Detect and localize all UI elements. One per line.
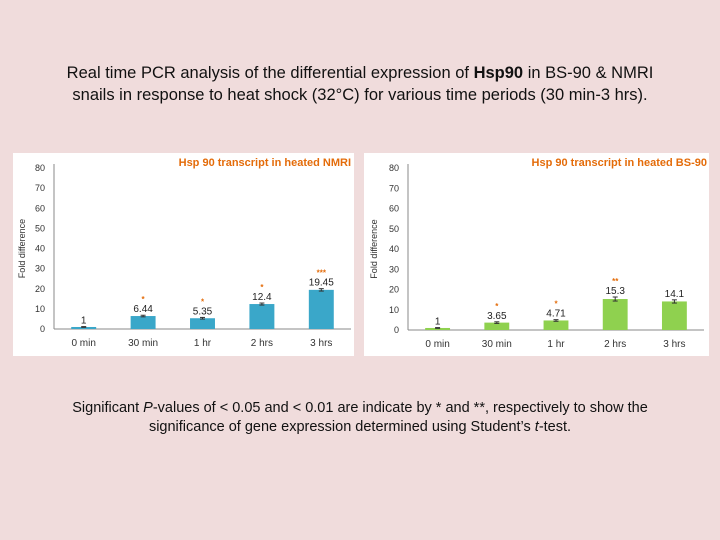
x-tick-label: 1 hr <box>194 338 212 349</box>
significance-marker: ** <box>612 277 619 286</box>
data-label: 12.4 <box>252 292 272 303</box>
significance-marker: *** <box>317 269 327 278</box>
y-tick-label: 10 <box>389 305 399 315</box>
data-label: 6.44 <box>133 304 153 315</box>
footnote-t-italic: t <box>534 419 539 435</box>
y-tick-label: 0 <box>40 324 45 334</box>
data-label: 1 <box>435 317 441 328</box>
data-label: 15.3 <box>605 286 625 297</box>
x-tick-label: 30 min <box>482 339 512 350</box>
y-tick-label: 0 <box>394 325 399 335</box>
y-axis-label: Fold difference <box>369 219 379 278</box>
y-tick-label: 20 <box>35 284 45 294</box>
significance-marker: * <box>260 283 264 292</box>
x-tick-label: 0 min <box>425 339 449 350</box>
y-tick-label: 40 <box>389 244 399 254</box>
bar <box>661 301 687 330</box>
y-tick-label: 30 <box>389 264 399 274</box>
significance-marker: * <box>554 300 558 309</box>
y-tick-label: 80 <box>389 163 399 173</box>
significance-marker: * <box>201 297 205 306</box>
chart-title: Hsp 90 transcript in heated NMRI <box>179 157 351 169</box>
y-tick-label: 60 <box>389 204 399 214</box>
x-tick-label: 3 hrs <box>663 339 685 350</box>
bar <box>484 322 510 330</box>
y-tick-label: 40 <box>35 244 45 254</box>
data-label: 4.71 <box>546 309 566 320</box>
footnote-line-1: Significant P-values of < 0.05 and < 0.0… <box>20 399 700 418</box>
significance-marker: * <box>142 295 146 304</box>
significance-footnote: Significant P-values of < 0.05 and < 0.0… <box>20 399 700 437</box>
footnote-part-3: significance of gene expression determin… <box>148 419 535 435</box>
slide-title: Real time PCR analysis of the differenti… <box>10 62 710 106</box>
y-axis-label: Fold difference <box>17 219 27 278</box>
y-tick-label: 80 <box>35 163 45 173</box>
title-line-2: snails in response to heat shock (32°C) … <box>72 86 648 104</box>
data-label: 1 <box>81 316 87 327</box>
bar <box>249 304 275 329</box>
bar <box>71 326 97 329</box>
footnote-part-4: -test. <box>538 419 572 435</box>
data-label: 19.45 <box>309 278 334 289</box>
footnote-part-2: -values of < 0.05 and < 0.01 are indicat… <box>152 400 648 416</box>
x-tick-label: 2 hrs <box>604 339 626 350</box>
chart-nmri: Hsp 90 transcript in heated NMRI Fold dif… <box>13 153 354 356</box>
title-gene-name: Hsp90 <box>473 64 524 82</box>
bar <box>308 289 334 329</box>
y-tick-label: 60 <box>35 203 45 213</box>
title-line-1-post: in BS-90 & NMRI <box>523 64 654 82</box>
x-tick-label: 3 hrs <box>310 338 332 349</box>
data-label: 14.1 <box>665 289 685 300</box>
y-tick-label: 20 <box>389 285 399 295</box>
x-tick-label: 1 hr <box>547 339 565 350</box>
title-line-1: Real time PCR analysis of the differenti… <box>10 62 710 84</box>
y-tick-label: 70 <box>35 183 45 193</box>
footnote-part-1: Significant <box>72 400 144 416</box>
y-tick-label: 30 <box>35 264 45 274</box>
title-line-1-pre: Real time PCR analysis of the differenti… <box>66 64 474 82</box>
chart-nmri-svg: Hsp 90 transcript in heated NMRI Fold dif… <box>17 157 351 349</box>
bar <box>602 299 628 330</box>
chart-bs90-svg: Hsp 90 transcript in heated BS-90 Fold di… <box>369 157 707 350</box>
footnote-p-italic: P <box>143 400 153 416</box>
y-tick-label: 10 <box>35 304 45 314</box>
y-tick-label: 50 <box>35 223 45 233</box>
x-tick-label: 30 min <box>128 338 158 349</box>
data-label: 5.35 <box>193 306 213 317</box>
chart-bs90: Hsp 90 transcript in heated BS-90 Fold di… <box>364 153 709 356</box>
chart-title: Hsp 90 transcript in heated BS-90 <box>532 157 707 169</box>
significance-marker: * <box>495 302 499 311</box>
y-tick-label: 70 <box>389 183 399 193</box>
data-label: 3.65 <box>487 311 507 322</box>
x-tick-label: 0 min <box>71 338 95 349</box>
bar <box>130 316 156 329</box>
bar <box>425 327 451 330</box>
footnote-line-2: significance of gene expression determin… <box>20 418 700 437</box>
bar <box>190 318 215 329</box>
y-tick-label: 50 <box>389 224 399 234</box>
x-tick-label: 2 hrs <box>251 338 273 349</box>
bar <box>543 320 569 330</box>
